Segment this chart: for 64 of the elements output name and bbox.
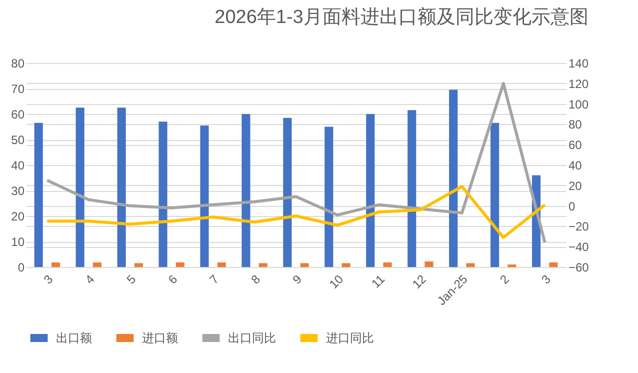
bar [217, 262, 226, 267]
y-tick-label: 30 [11, 184, 25, 198]
x-tick-label: 12 [410, 272, 430, 292]
line-series [46, 82, 546, 244]
bar [424, 261, 434, 267]
y2-tick-label: 60 [568, 138, 582, 152]
bar [508, 264, 516, 267]
x-tick-label: 5 [124, 272, 139, 287]
y-tick-label: 0 [18, 260, 25, 274]
y2-tick-label: −20 [568, 220, 590, 234]
y2-tick-label: −60 [568, 260, 590, 274]
x-tick-label: 3 [538, 272, 554, 287]
y-tick-label: 50 [11, 133, 25, 147]
y2-tick-label: 80 [568, 118, 582, 132]
bar [258, 263, 268, 267]
bar [92, 262, 102, 267]
chart-title: 2026年1-3月面料进出口额及同比变化示意图 [214, 6, 588, 28]
y-tick-label: 60 [11, 108, 25, 122]
bar [76, 108, 84, 267]
x-tick-label: 6 [165, 272, 180, 287]
x-tick-label: 3 [41, 272, 56, 287]
x-tick-label: 11 [368, 272, 388, 291]
legend-label: 出口同比 [228, 331, 276, 345]
bar [490, 122, 500, 267]
y-tick-label: 80 [11, 56, 25, 70]
x-tick-label: 8 [248, 272, 264, 287]
y2-tick-label: 140 [568, 56, 589, 70]
x-tick-label: 9 [290, 272, 305, 287]
y-tick-label: 20 [11, 210, 25, 224]
bar [158, 122, 168, 267]
x-tick-label: 2 [497, 272, 512, 287]
bar [34, 122, 43, 267]
bar [324, 126, 334, 267]
bar [449, 90, 458, 267]
y2-tick-label: 40 [568, 158, 582, 172]
bar [342, 263, 350, 267]
y-tick-label: 70 [11, 82, 25, 96]
bar [549, 262, 558, 267]
bar [176, 262, 184, 267]
x-tick-label: 10 [326, 272, 346, 292]
bar [51, 262, 60, 267]
bar [383, 262, 392, 267]
y-tick-label: 40 [11, 158, 25, 172]
y2-tick-label: 120 [568, 76, 589, 91]
bar [117, 108, 126, 267]
bar [366, 114, 375, 267]
bar [466, 263, 475, 267]
bar [242, 114, 250, 267]
y2-tick-label: 0 [568, 199, 576, 214]
x-tick-label: 4 [82, 272, 98, 287]
line-series [46, 184, 546, 239]
legend-label: 进口同比 [326, 331, 374, 345]
bar [200, 125, 209, 267]
y2-tick-label: −40 [568, 240, 590, 254]
legend-label: 出口额 [56, 331, 92, 345]
y2-tick-label: 20 [568, 178, 582, 193]
bar [408, 110, 416, 267]
bar [134, 263, 143, 267]
bar [300, 263, 309, 267]
legend-label: 进口额 [142, 331, 178, 345]
y-tick-label: 10 [11, 235, 25, 249]
bar [283, 118, 292, 267]
y2-tick-label: 100 [568, 97, 589, 112]
x-tick-label: 7 [206, 272, 222, 287]
